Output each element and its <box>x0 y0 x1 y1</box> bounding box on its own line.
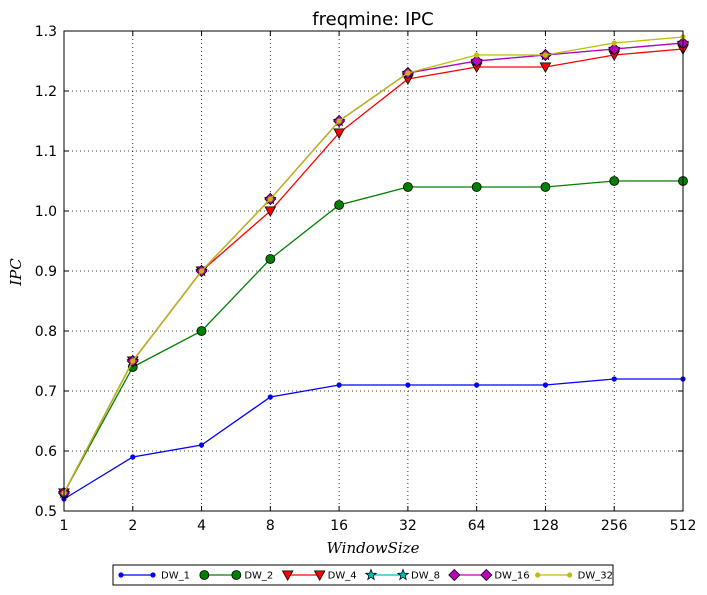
legend-entry: DW_32 <box>535 571 613 582</box>
data-point <box>539 62 552 74</box>
y-axis-label: IPC <box>7 258 25 287</box>
data-point <box>333 128 345 140</box>
data-point <box>198 268 205 274</box>
y-tick-label: 1.2 <box>35 84 57 100</box>
data-point <box>471 182 482 192</box>
legend-label: DW_32 <box>578 571 613 582</box>
series-line <box>63 42 684 494</box>
legend-marker <box>281 570 294 582</box>
series-DW_1 <box>61 376 686 502</box>
legend-entry: DW_4 <box>281 570 357 582</box>
x-tick-label: 4 <box>197 518 206 534</box>
legend-marker <box>313 570 326 582</box>
data-point <box>608 42 621 56</box>
data-point <box>470 54 483 68</box>
legend-label: DW_16 <box>494 571 529 582</box>
series-group <box>57 34 690 502</box>
data-point <box>267 394 273 400</box>
x-axis-label: WindowSize <box>327 539 420 557</box>
data-point <box>336 118 342 124</box>
data-point <box>609 176 620 186</box>
data-point <box>405 70 411 76</box>
series-line <box>63 42 684 494</box>
legend-label: DW_8 <box>411 571 440 582</box>
legend-label: DW_1 <box>161 571 190 582</box>
data-point <box>405 382 411 388</box>
y-tick-label: 0.7 <box>35 384 57 400</box>
series-DW_32 <box>61 34 686 496</box>
legend-marker <box>535 572 541 578</box>
data-point <box>267 196 273 202</box>
x-tick-label: 1 <box>60 518 69 534</box>
data-point <box>542 382 549 388</box>
y-tick-label: 0.6 <box>35 444 57 460</box>
data-point <box>336 382 342 388</box>
data-point <box>130 454 136 460</box>
legend-marker <box>118 572 124 578</box>
x-tick-label: 16 <box>330 518 348 534</box>
y-tick-label: 1.0 <box>35 204 57 220</box>
legend-label: DW_2 <box>244 571 273 582</box>
grid <box>64 31 683 511</box>
series-line <box>63 180 683 494</box>
legend-marker <box>231 570 242 580</box>
series-line <box>63 378 683 500</box>
y-tick-label: 0.8 <box>35 324 57 340</box>
legend-entry: DW_1 <box>118 571 190 582</box>
data-point <box>474 382 480 388</box>
legend-box <box>112 564 614 586</box>
data-point <box>474 52 480 58</box>
x-tick-label: 32 <box>399 518 417 534</box>
data-point <box>334 200 345 210</box>
x-tick-label: 8 <box>266 518 275 534</box>
legend-marker <box>480 568 493 582</box>
data-point <box>542 52 549 58</box>
legend-marker <box>364 568 378 581</box>
data-point <box>402 182 413 192</box>
data-point <box>265 254 276 264</box>
ticks: 1 2 4 8 16 32 64 128 256 512 0.5 0.6 0.7 0.8 0.9 1.0 1.1… <box>35 24 697 534</box>
legend-label: DW_4 <box>328 571 357 582</box>
y-tick-label: 0.5 <box>35 504 57 520</box>
legend-marker <box>448 568 461 582</box>
y-tick-label: 1.3 <box>35 24 57 40</box>
legend-marker <box>150 572 156 578</box>
legend: DW_1 DW_2 DW_4 DW_8 DW_16 DW_32 <box>112 564 614 586</box>
x-tick-label: 256 <box>601 518 628 534</box>
x-tick-label: 512 <box>670 518 697 534</box>
x-tick-label: 2 <box>128 518 137 534</box>
legend-marker <box>199 570 210 580</box>
data-point <box>611 40 617 46</box>
data-point <box>264 206 277 218</box>
x-tick-label: 128 <box>532 518 559 534</box>
x-tick-label: 64 <box>468 518 486 534</box>
legend-marker <box>567 572 573 578</box>
y-tick-label: 1.1 <box>35 144 57 160</box>
series-DW_4 <box>58 44 689 500</box>
legend-entry: DW_16 <box>448 568 530 582</box>
series-DW_2 <box>59 176 688 498</box>
chart-title: freqmine: IPC <box>312 9 433 30</box>
series-line <box>63 36 684 494</box>
data-point <box>198 442 205 448</box>
legend-marker <box>396 568 410 581</box>
legend-entry: DW_8 <box>364 568 440 582</box>
data-point <box>196 326 207 336</box>
y-tick-label: 0.9 <box>35 264 57 280</box>
data-point <box>611 376 617 382</box>
data-point <box>540 182 551 192</box>
data-point <box>130 358 136 364</box>
legend-entry: DW_2 <box>199 570 273 582</box>
